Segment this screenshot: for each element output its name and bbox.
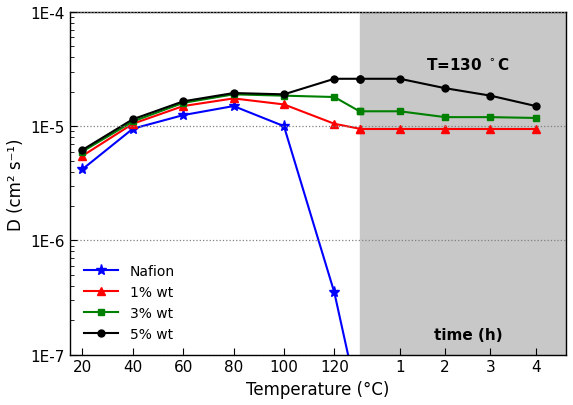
3% wt — [180, 101, 187, 106]
3% wt — [356, 110, 363, 115]
3% wt — [331, 95, 337, 100]
5% wt — [180, 100, 187, 104]
X-axis label: Temperature (°C): Temperature (°C) — [246, 380, 390, 398]
5% wt — [129, 117, 136, 122]
5% wt — [79, 148, 86, 153]
Y-axis label: D (cm² s⁻¹): D (cm² s⁻¹) — [7, 138, 25, 230]
Line: 3% wt: 3% wt — [79, 92, 363, 156]
Line: Nafion: Nafion — [77, 101, 365, 405]
5% wt — [281, 93, 288, 98]
5% wt — [331, 77, 337, 82]
1% wt — [331, 122, 337, 127]
Text: time (h): time (h) — [434, 327, 502, 342]
1% wt — [79, 154, 86, 159]
Line: 1% wt: 1% wt — [79, 95, 364, 161]
1% wt — [230, 97, 237, 102]
Nafion — [281, 124, 288, 129]
5% wt — [230, 92, 237, 96]
Bar — [359, 13, 573, 355]
Nafion — [230, 104, 237, 109]
Nafion — [129, 127, 136, 132]
3% wt — [230, 93, 237, 98]
1% wt — [180, 104, 187, 109]
Nafion — [180, 113, 187, 118]
Nafion — [331, 290, 337, 295]
5% wt — [356, 77, 363, 82]
Text: T=130 $^\circ$C: T=130 $^\circ$C — [426, 57, 510, 73]
Nafion — [79, 167, 86, 172]
Nafion — [356, 404, 363, 405]
3% wt — [79, 150, 86, 155]
Line: 5% wt: 5% wt — [79, 76, 363, 154]
Legend: Nafion, 1% wt, 3% wt, 5% wt: Nafion, 1% wt, 3% wt, 5% wt — [77, 257, 182, 348]
1% wt — [129, 122, 136, 127]
3% wt — [281, 94, 288, 99]
1% wt — [356, 127, 363, 132]
3% wt — [129, 120, 136, 125]
1% wt — [281, 103, 288, 108]
